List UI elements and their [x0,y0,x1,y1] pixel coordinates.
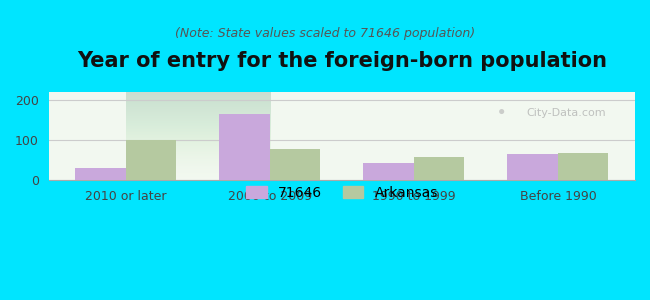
Legend: 71646, Arkansas: 71646, Arkansas [239,179,445,207]
Bar [414,157,464,180]
Text: (Note: State values scaled to 71646 population): (Note: State values scaled to 71646 popu… [175,26,475,40]
Bar [75,168,125,180]
Bar [363,163,414,180]
Text: ⚫: ⚫ [497,108,506,118]
Bar [558,153,608,180]
Title: Year of entry for the foreign-born population: Year of entry for the foreign-born popul… [77,51,607,71]
Bar [508,154,558,180]
Text: City-Data.com: City-Data.com [526,108,606,118]
Bar [125,140,176,180]
Bar [270,149,320,180]
Bar [219,114,270,180]
